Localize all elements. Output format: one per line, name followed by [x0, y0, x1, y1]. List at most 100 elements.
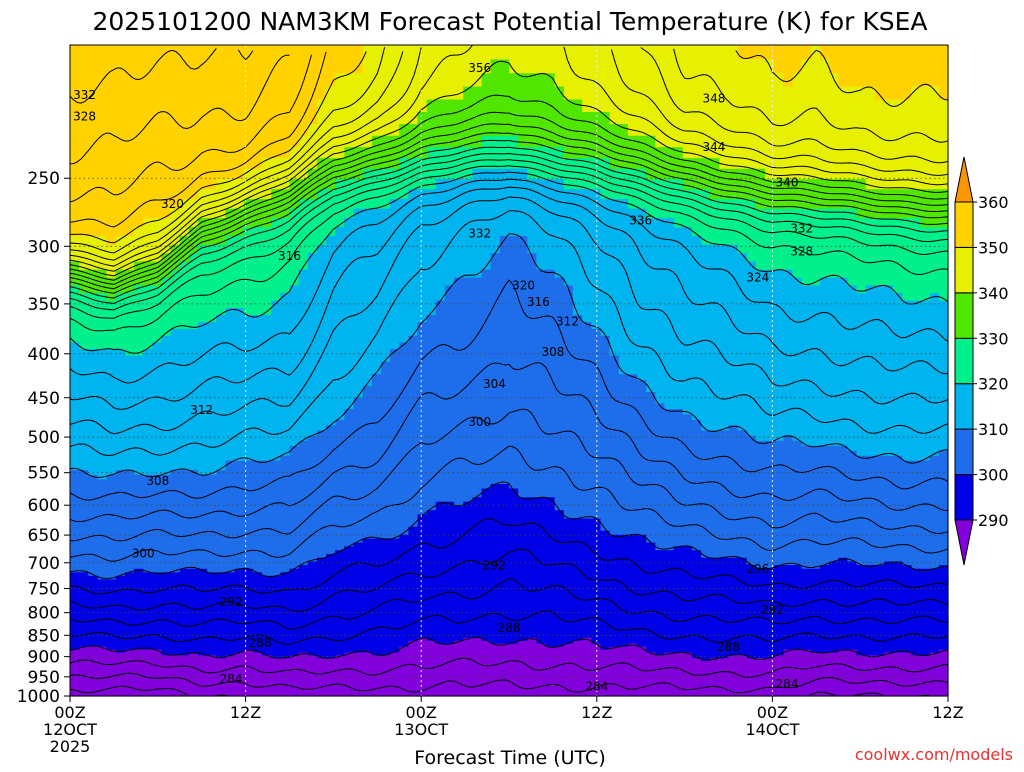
theta-cell	[765, 425, 775, 432]
theta-cell	[271, 430, 281, 437]
theta-cell	[143, 450, 153, 457]
theta-cell	[719, 392, 730, 399]
theta-cell	[518, 168, 528, 180]
theta-cell	[765, 73, 775, 88]
theta-cell	[472, 397, 483, 405]
theta-cell	[819, 329, 830, 337]
theta-cell	[600, 455, 611, 462]
theta-cell	[234, 349, 245, 357]
theta-cell	[79, 179, 89, 190]
theta-cell	[874, 374, 885, 381]
theta-cell	[152, 361, 163, 369]
theta-cell	[783, 73, 794, 88]
theta-cell	[618, 73, 629, 88]
theta-cell	[362, 419, 373, 426]
theta-cell	[673, 124, 684, 137]
theta-cell	[271, 355, 281, 363]
theta-cell	[883, 455, 894, 462]
theta-cell	[188, 425, 199, 432]
theta-cell	[417, 45, 428, 60]
theta-cell	[326, 99, 336, 113]
theta-cell	[627, 322, 638, 330]
theta-cell	[710, 414, 720, 421]
theta-cell	[536, 218, 547, 228]
theta-cell	[70, 189, 80, 200]
theta-cell	[902, 236, 913, 246]
theta-cell	[353, 414, 364, 421]
theta-cell	[618, 293, 629, 302]
theta-cell	[627, 244, 638, 254]
theta-cell	[198, 315, 208, 323]
theta-cell	[737, 403, 748, 410]
theta-cell	[911, 99, 922, 113]
theta-cell	[70, 45, 80, 60]
theta-cell	[509, 227, 519, 237]
theta-cell	[463, 380, 474, 387]
theta-cell	[280, 99, 291, 113]
theta-cell	[198, 425, 208, 432]
theta-cell	[170, 430, 181, 437]
theta-cell	[399, 430, 409, 437]
theta-cell	[929, 199, 940, 210]
theta-cell	[518, 450, 528, 457]
theta-cell	[527, 342, 538, 350]
theta-cell	[682, 307, 693, 316]
theta-cell	[472, 179, 483, 190]
theta-cell	[161, 414, 172, 421]
theta-cell	[179, 199, 190, 210]
theta-cell	[143, 440, 153, 447]
theta-cell	[938, 218, 949, 228]
theta-cell	[152, 179, 163, 190]
theta-cell	[481, 227, 492, 237]
theta-cell	[609, 380, 620, 387]
theta-cell	[664, 293, 675, 302]
theta-cell	[243, 435, 254, 442]
theta-cell	[591, 435, 602, 442]
theta-cell	[518, 355, 528, 363]
theta-cell	[563, 135, 574, 148]
theta-cell	[591, 380, 602, 387]
theta-cell	[79, 450, 89, 457]
theta-cell	[371, 403, 382, 410]
theta-cell	[289, 208, 300, 219]
theta-cell	[179, 147, 190, 159]
theta-cell	[216, 409, 227, 416]
theta-cell	[682, 397, 693, 405]
theta-cell	[463, 168, 474, 180]
theta-cell	[106, 349, 117, 357]
theta-cell	[865, 392, 876, 399]
theta-cell	[783, 315, 794, 323]
theta-cell	[344, 430, 355, 437]
theta-cell	[792, 329, 803, 337]
theta-cell	[774, 397, 784, 405]
theta-cell	[499, 269, 510, 279]
theta-cell	[518, 380, 528, 387]
theta-cell	[765, 355, 775, 363]
theta-cell	[618, 374, 629, 381]
theta-cell	[417, 419, 428, 426]
theta-cell	[207, 135, 217, 148]
theta-cell	[280, 73, 291, 88]
theta-cell	[371, 315, 382, 323]
theta-cell	[655, 236, 666, 246]
theta-cell	[545, 277, 556, 287]
theta-cell	[399, 244, 409, 254]
theta-cell	[865, 435, 876, 442]
theta-cell	[701, 409, 711, 416]
theta-cell	[499, 425, 510, 432]
theta-cell	[225, 307, 236, 316]
theta-cell	[426, 425, 437, 432]
theta-cell	[252, 409, 263, 416]
theta-cell	[371, 368, 382, 375]
theta-cell	[198, 349, 208, 357]
theta-cell	[408, 392, 419, 399]
theta-cell	[444, 285, 455, 294]
theta-cell	[216, 329, 227, 337]
theta-cell	[938, 374, 949, 381]
theta-cell	[783, 445, 794, 452]
theta-cell	[856, 386, 867, 393]
theta-cell	[499, 168, 510, 180]
theta-cell	[609, 329, 620, 337]
theta-cell	[701, 455, 711, 462]
theta-cell	[88, 253, 99, 263]
